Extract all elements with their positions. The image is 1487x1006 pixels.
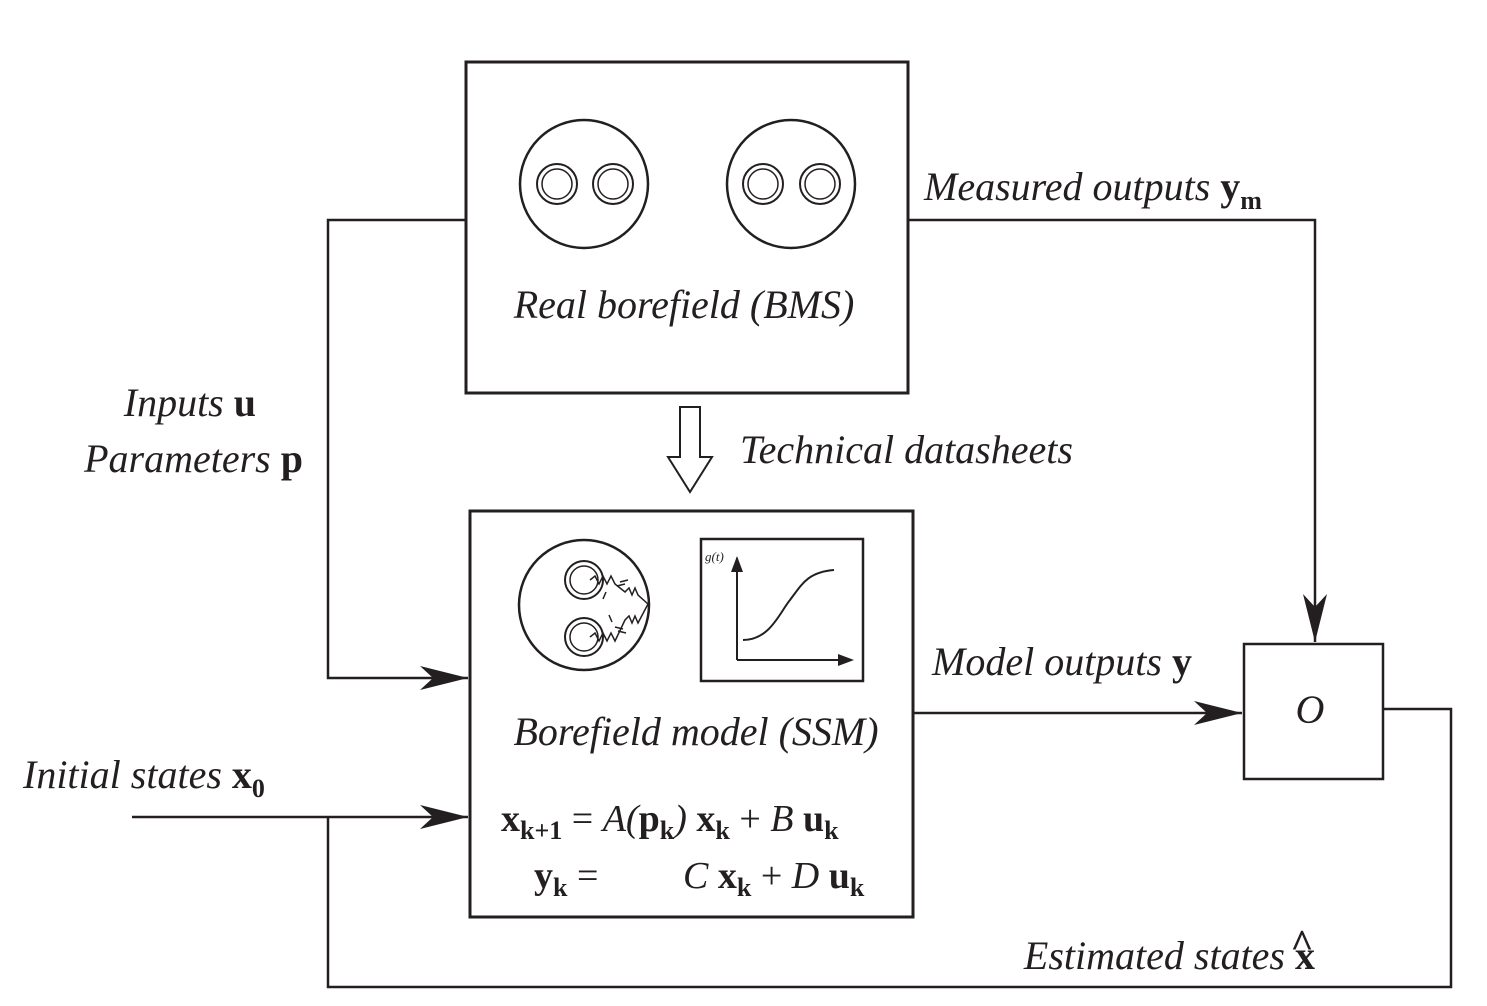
datasheets-arrow xyxy=(666,406,714,494)
observer-block: O xyxy=(1242,642,1385,781)
g-function-label: g(t) xyxy=(705,549,724,564)
measured-outputs-label: Measured outputs ym xyxy=(923,164,1262,215)
estimated-states-hat: ^ xyxy=(1290,921,1313,966)
estimated-states-connector xyxy=(326,707,1453,989)
svg-text:yk =: yk = xyxy=(534,855,598,902)
estimated-states-label: Estimated states x xyxy=(1023,933,1315,978)
state-equation: xk+1 = A(pk) xk + B uk xyxy=(501,798,839,845)
initial-states-label: Initial states x0 xyxy=(22,752,265,803)
real-borefield-block: Real borefield (BMS) xyxy=(464,60,910,395)
observer-label: O xyxy=(1296,687,1325,732)
real-borefield-label: Real borefield (BMS) xyxy=(513,282,855,327)
borefield-model-label: Borefield model (SSM) xyxy=(513,709,878,754)
svg-text:C xk + D uk: C xk + D uk xyxy=(683,855,865,902)
borehole-icon-left xyxy=(518,118,650,250)
borefield-model-block: g(t) Borefield model (SSM) xk+1 = A(pk) … xyxy=(468,509,915,919)
inputs-connector xyxy=(326,218,468,690)
parameters-label: Parameters p xyxy=(83,436,303,481)
measured-outputs-connector xyxy=(908,218,1327,642)
inputs-label: Inputs u xyxy=(123,380,256,425)
borehole-resistance-icon xyxy=(517,538,651,672)
borehole-icon-right xyxy=(725,118,857,250)
output-equation: yk = C xk + D uk xyxy=(534,855,865,902)
g-function-plot: g(t) xyxy=(699,537,865,683)
model-outputs-label: Model outputs y xyxy=(931,639,1192,684)
technical-datasheets-label: Technical datasheets xyxy=(740,427,1073,472)
